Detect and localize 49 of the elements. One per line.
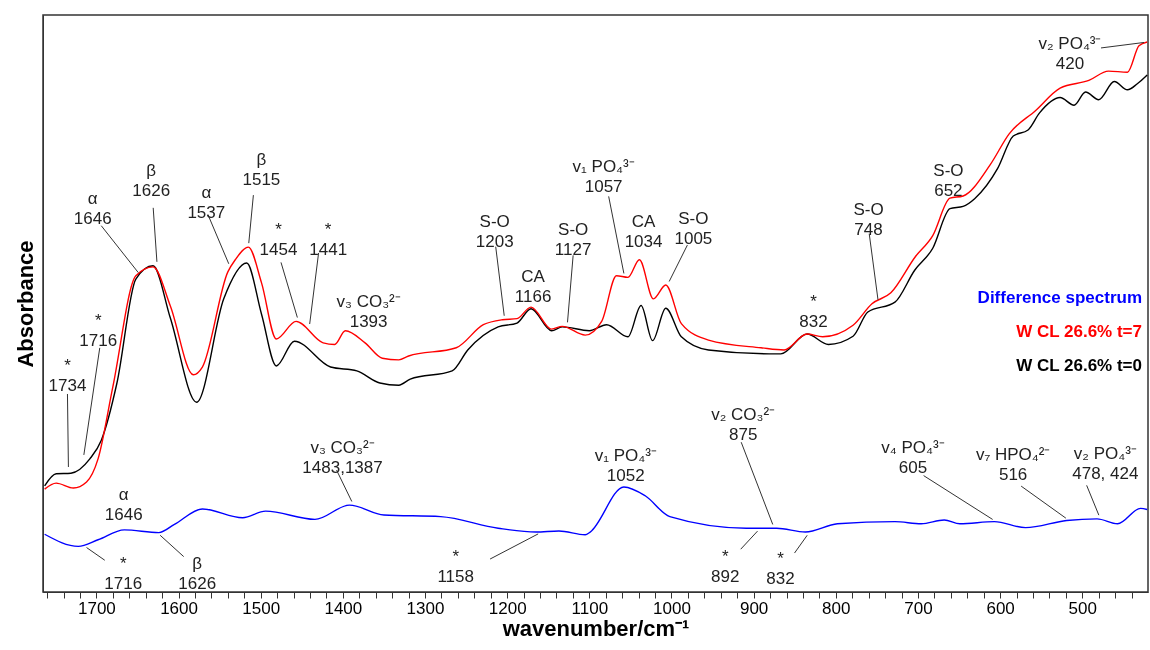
text: W CL 26.6% t=7 — [1016, 321, 1142, 341]
x-tick-label: 600 — [986, 598, 1015, 618]
annotation: S-O 1005 — [674, 209, 713, 249]
annotation: v₄ PO₄³⁻ 605 — [881, 437, 945, 477]
annotation: β 1515 — [242, 150, 281, 190]
text: W CL 26.6% t=0 — [1016, 355, 1142, 375]
x-axis-title: wavenumber/cm⁻¹ — [501, 615, 690, 641]
annotation: v₂ CO₃²⁻ 875 — [711, 405, 776, 445]
annotation: β 1626 — [132, 160, 171, 200]
text: Difference spectrum — [977, 287, 1142, 307]
annotation: * 1716 — [104, 554, 143, 594]
annotation: * 1454 — [259, 220, 298, 260]
y-axis-title: Absorbance — [12, 240, 38, 368]
x-tick-label: 1600 — [160, 598, 198, 618]
annotation: * 1716 — [79, 310, 118, 350]
x-tick-label: 1100 — [571, 598, 609, 618]
x-tick-label: 500 — [1068, 598, 1097, 618]
annotation: * 832 — [766, 549, 795, 589]
x-tick-label: 1300 — [406, 598, 445, 618]
x-tick-label: 1400 — [324, 598, 363, 618]
annotation: v₁ PO₄³⁻ 1057 — [572, 157, 635, 197]
annotation: S-O 652 — [933, 160, 964, 200]
annotation: * 1158 — [437, 547, 474, 587]
x-tick-label: 1200 — [488, 598, 527, 618]
x-tick-label: 700 — [904, 598, 933, 618]
annotation: CA 1166 — [514, 267, 552, 307]
annotation: α 1537 — [187, 183, 226, 223]
annotation: v₂ PO₄³⁻ 478, 424 — [1072, 443, 1139, 483]
annotation: * 832 — [799, 292, 828, 332]
annotation: S-O 1203 — [475, 211, 514, 251]
annotation: α 1646 — [73, 188, 112, 228]
annotation: v₁ PO₄³⁻ 1052 — [594, 445, 657, 485]
annotation: S-O 748 — [853, 199, 884, 239]
x-tick-label: 900 — [739, 598, 769, 618]
annotation: v₂ PO₄³⁻ 420 — [1038, 33, 1102, 73]
annotation: * 1734 — [48, 355, 87, 395]
x-tick-label: 1000 — [653, 598, 691, 618]
annotation: β 1626 — [178, 553, 217, 593]
annotation: v₃ CO₃²⁻ 1483,1387 — [302, 438, 383, 478]
annotation: α 1646 — [104, 485, 143, 525]
annotation: * 892 — [711, 547, 740, 587]
annotation: S-O 1127 — [554, 220, 592, 260]
annotation: CA 1034 — [624, 211, 663, 251]
annotation: v₇ HPO₄²⁻ 516 — [975, 445, 1051, 485]
x-tick-label: 1700 — [77, 598, 116, 618]
annotation: * 1441 — [309, 219, 348, 259]
annotation: v₃ CO₃²⁻ 1393 — [336, 291, 401, 331]
x-tick-label: 800 — [822, 598, 851, 618]
x-tick-label: 1500 — [242, 598, 281, 618]
